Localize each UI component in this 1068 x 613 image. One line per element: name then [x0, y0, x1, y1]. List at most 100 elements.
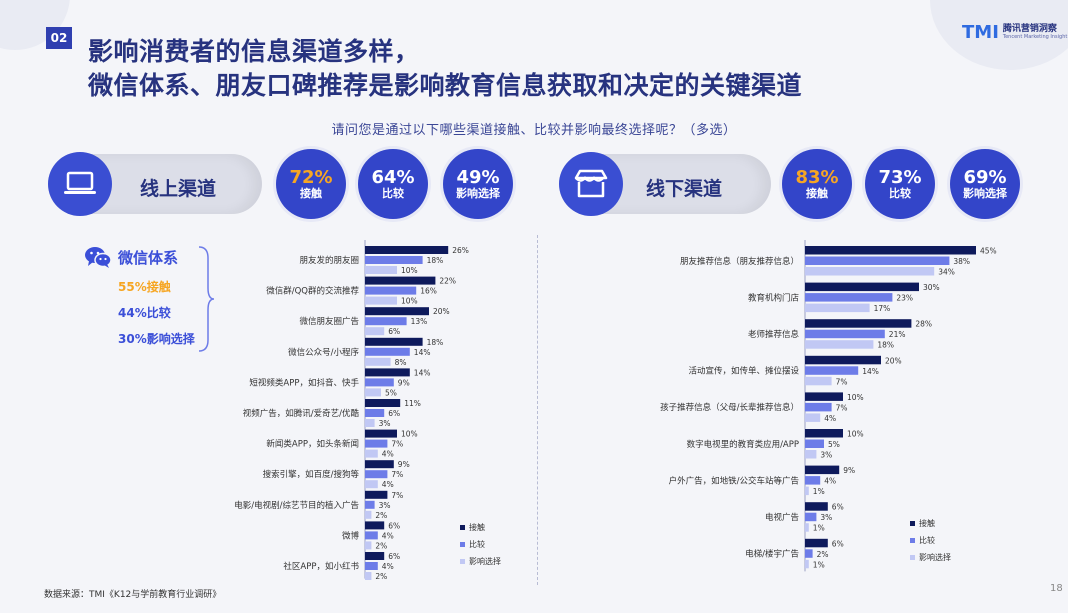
data-label: 1%	[813, 487, 825, 496]
data-label: 6%	[388, 521, 400, 530]
legend-swatch	[910, 521, 915, 526]
bar-contact	[805, 246, 976, 255]
data-label: 7%	[836, 377, 848, 386]
stat-value: 64%	[371, 166, 415, 188]
category-label: 孩子推荐信息（父母/长辈推荐信息）	[660, 402, 799, 413]
data-label: 28%	[915, 320, 932, 329]
bar-influence	[365, 388, 381, 397]
stat-value: 69%	[963, 166, 1007, 188]
bar-contact	[805, 392, 843, 401]
bar-contact	[365, 307, 429, 316]
page-title-line-1: 影响消费者的信息渠道多样，	[88, 37, 420, 66]
data-label: 2%	[375, 541, 387, 550]
data-label: 3%	[379, 501, 391, 510]
bar-contact	[365, 490, 388, 499]
category-label: 搜索引擎，如百度/搜狗等	[263, 469, 360, 480]
data-label: 22%	[439, 277, 456, 286]
data-label: 7%	[391, 491, 403, 500]
data-label: 2%	[375, 572, 387, 580]
data-label: 9%	[398, 378, 410, 387]
stat-label: 接触	[806, 187, 828, 201]
bar-influence	[365, 327, 385, 336]
data-label: 9%	[398, 460, 410, 469]
data-label: 38%	[953, 257, 970, 266]
category-label: 微信朋友圈广告	[299, 316, 359, 327]
data-label: 10%	[847, 430, 864, 439]
data-label: 18%	[427, 338, 444, 347]
category-label: 电视广告	[765, 512, 799, 523]
bar-compare	[365, 378, 394, 387]
category-label: 新闻类APP，如头条新闻	[266, 439, 359, 450]
data-label: 18%	[877, 341, 894, 350]
store-icon	[559, 152, 623, 216]
data-label: 7%	[391, 440, 403, 449]
bar-influence	[365, 572, 372, 580]
bar-contact	[365, 552, 385, 560]
stat-label: 影响选择	[963, 187, 1007, 201]
bar-contact	[805, 355, 881, 365]
wechat-icon	[85, 247, 112, 268]
data-label: 3%	[820, 451, 832, 460]
bar-contact	[365, 460, 394, 469]
data-label: 17%	[874, 304, 891, 313]
data-source: 数据来源：TMI《K12与学前教育行业调研》	[44, 590, 222, 600]
legend-label: 影响选择	[469, 556, 501, 566]
bar-influence	[805, 523, 809, 532]
data-label: 11%	[404, 399, 421, 408]
legend-swatch	[460, 525, 465, 530]
category-label: 电梯/楼宇广告	[745, 549, 799, 560]
data-label: 20%	[885, 356, 902, 365]
data-label: 18%	[427, 256, 444, 265]
stat-value: 49%	[456, 166, 500, 188]
data-label: 4%	[382, 450, 394, 459]
section-divider	[537, 235, 538, 585]
brand-logo: TMI 腾讯营销洞察 Tencent Marketing Insight	[962, 22, 1067, 43]
bar-influence	[365, 541, 372, 550]
offline-channel-label: 线下渠道	[646, 178, 723, 200]
bar-compare	[365, 256, 423, 264]
data-label: 8%	[395, 358, 407, 367]
bar-compare	[365, 347, 410, 356]
bar-contact	[805, 429, 843, 438]
data-label: 3%	[820, 513, 832, 522]
bar-compare	[805, 439, 824, 448]
category-label: 老师推荐信息	[748, 329, 800, 340]
data-label: 14%	[414, 348, 431, 357]
page-number: 18	[1050, 583, 1063, 594]
data-label: 23%	[896, 294, 913, 303]
data-label: 9%	[843, 466, 855, 475]
wechat-header: 微信体系	[84, 245, 214, 269]
bar-contact	[805, 538, 828, 548]
bar-contact	[805, 319, 912, 328]
bar-contact	[365, 276, 436, 285]
page-title-line-2: 微信体系、朋友口碑推荐是影响教育信息获取和决定的关键渠道	[88, 71, 803, 100]
data-label: 7%	[391, 470, 403, 479]
bar-influence	[805, 486, 809, 496]
bar-compare	[805, 293, 893, 302]
bar-contact	[365, 337, 423, 346]
stat-label: 接触	[300, 187, 322, 201]
brand-mark: TMI	[962, 22, 999, 43]
data-label: 4%	[824, 414, 836, 423]
data-label: 10%	[401, 266, 418, 275]
category-label: 数字电视里的教育类应用/APP	[687, 439, 799, 450]
online-channel-chart: 朋友发的朋友圈26%18%10%微信群/QQ群的交流推荐22%16%10%微信朋…	[234, 240, 501, 580]
data-label: 6%	[832, 539, 844, 548]
data-label: 21%	[889, 330, 906, 339]
category-label: 微信群/QQ群的交流推荐	[266, 286, 359, 297]
data-label: 5%	[828, 440, 840, 449]
stat-label: 比较	[889, 187, 911, 201]
category-label: 视频广告，如腾讯/爱奇艺/优酷	[243, 408, 360, 419]
bar-influence	[805, 559, 809, 569]
bar-contact	[805, 465, 840, 475]
legend-label: 接触	[919, 518, 935, 528]
stat-value: 73%	[878, 166, 922, 188]
bar-influence	[365, 419, 375, 427]
data-label: 45%	[980, 247, 997, 256]
data-label: 10%	[401, 297, 418, 306]
bar-compare	[365, 409, 385, 417]
bar-influence	[805, 413, 821, 422]
survey-question: 请问您是通过以下哪些渠道接触、比较并影响最终选择呢？（多选）	[331, 123, 737, 138]
data-label: 13%	[411, 317, 428, 326]
legend-label: 接触	[469, 522, 485, 532]
